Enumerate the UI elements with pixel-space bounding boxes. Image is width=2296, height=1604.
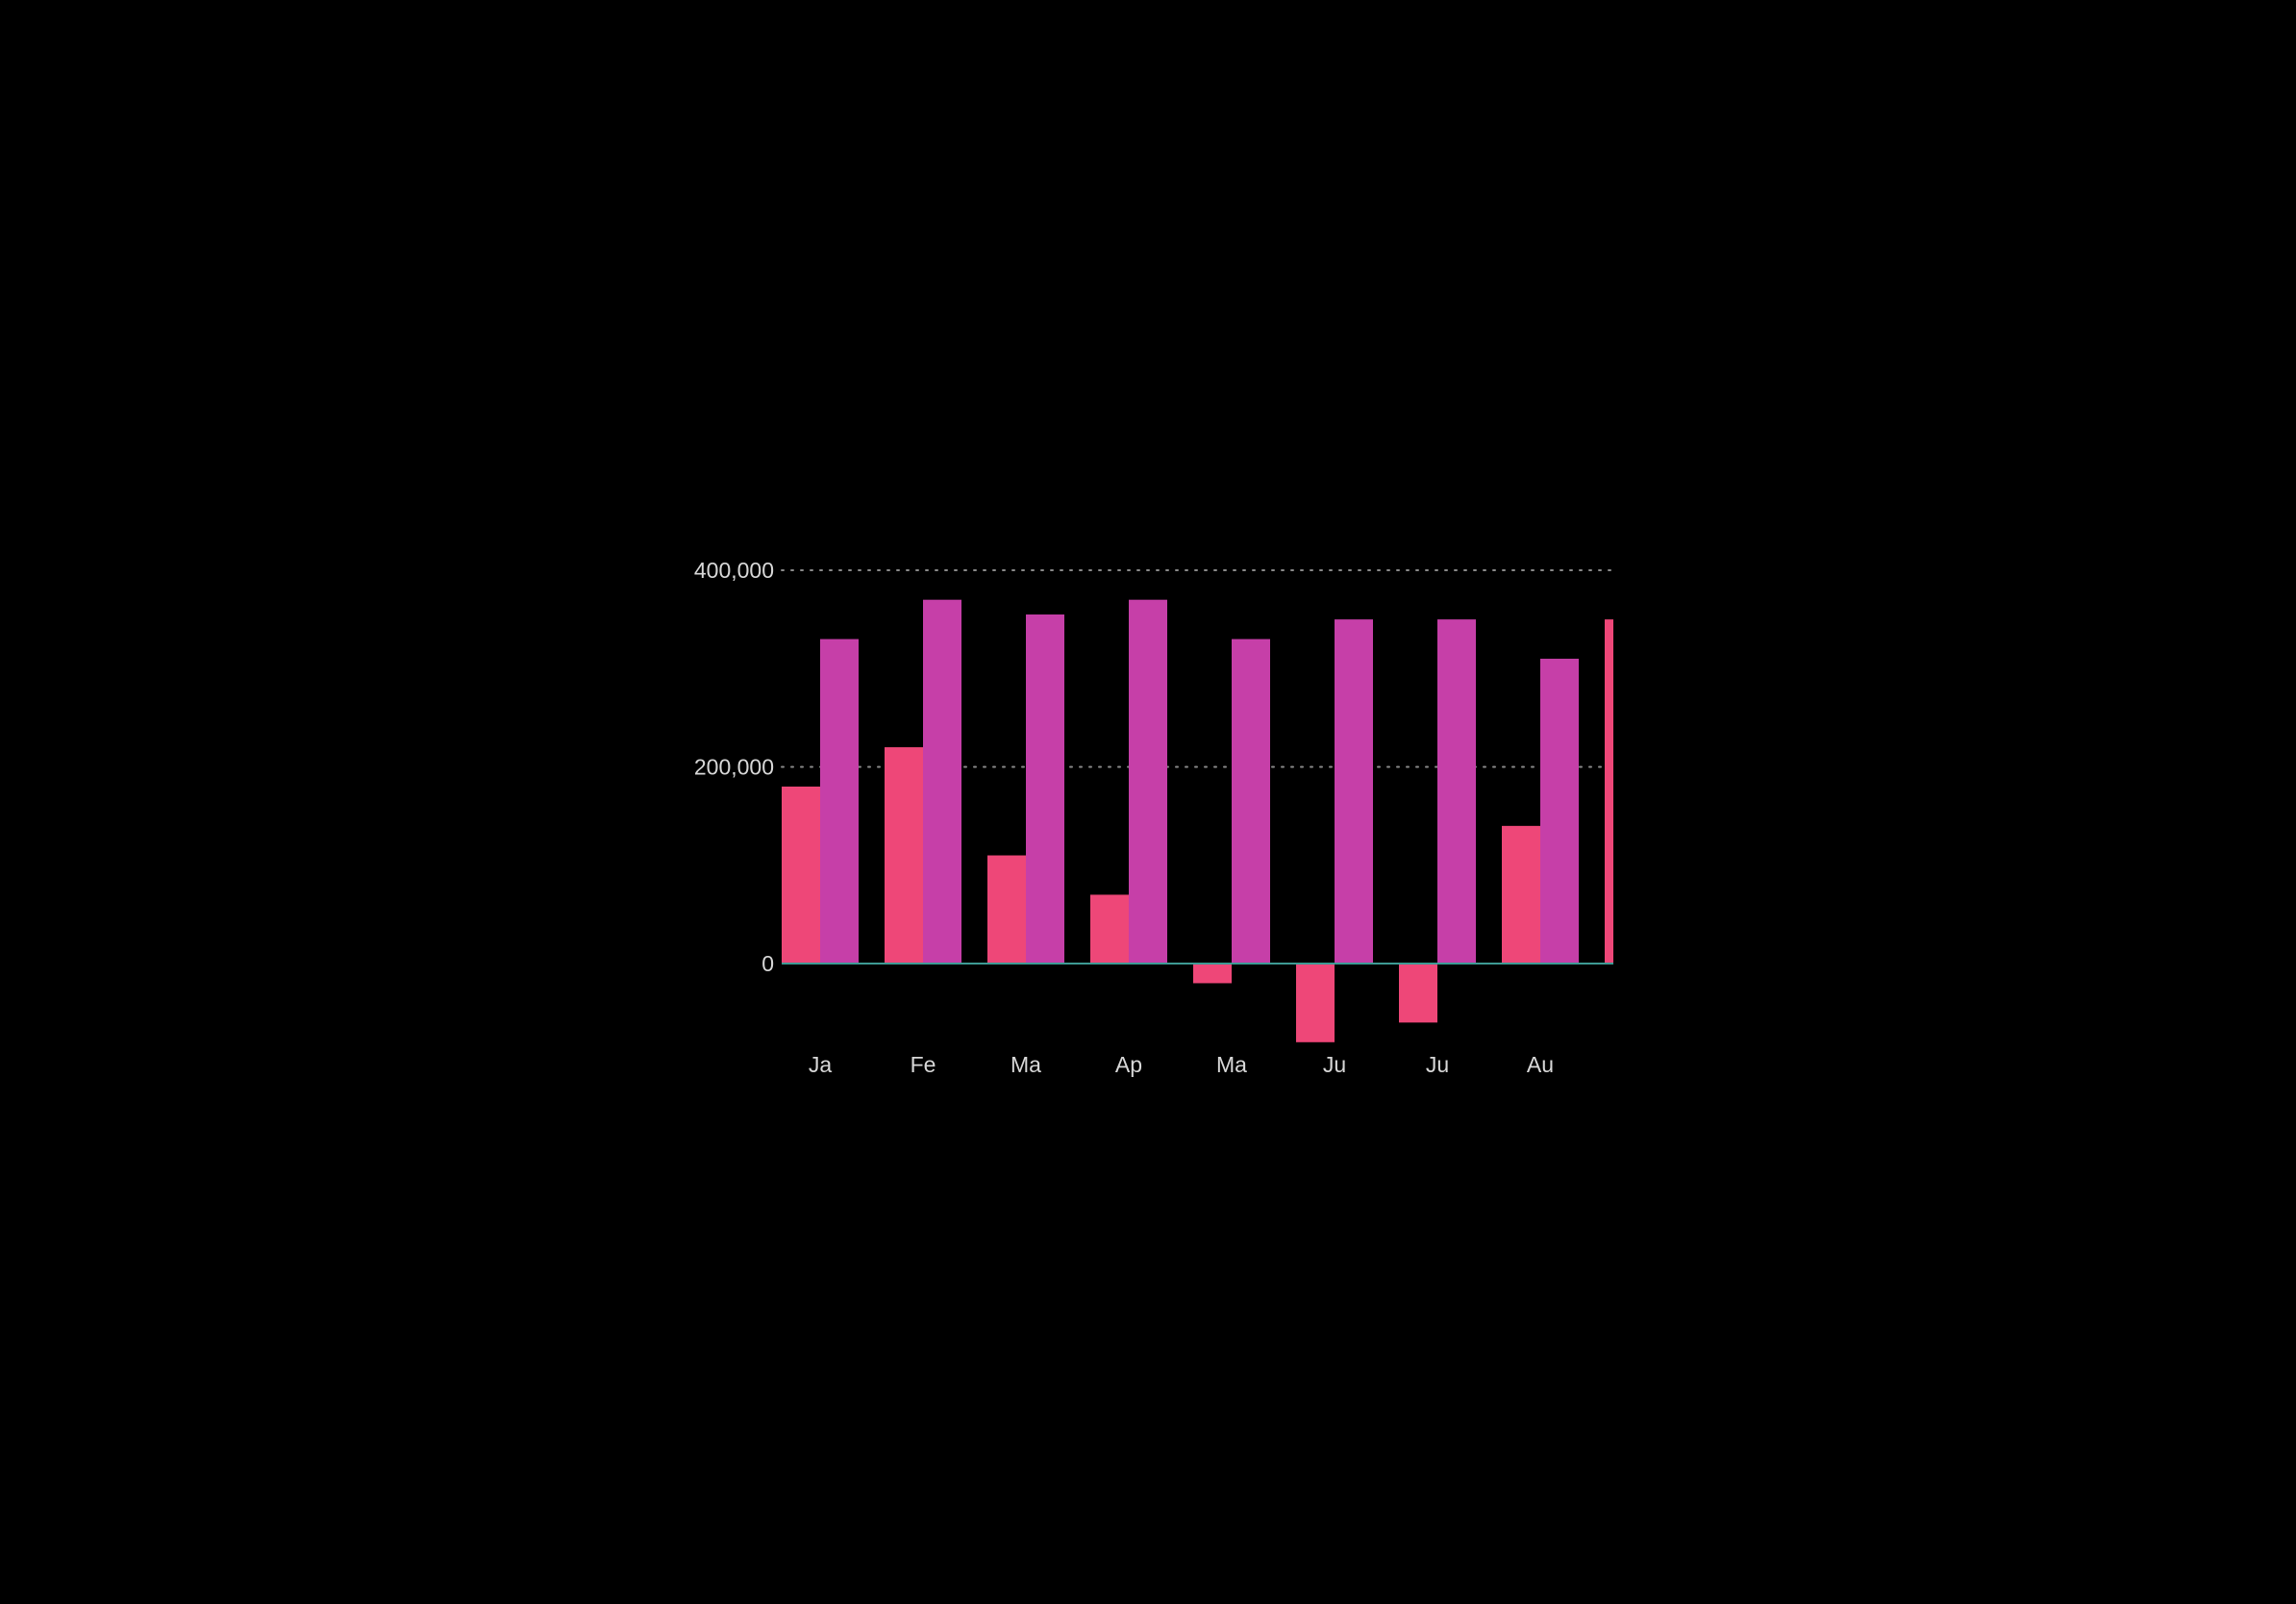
bar-series-2-2 — [1026, 614, 1064, 964]
bar-series-2-0 — [820, 639, 859, 964]
bar-series-2-5 — [1335, 619, 1373, 964]
bar-series-1-2 — [987, 855, 1026, 964]
bars — [782, 599, 1613, 1042]
bar-series-1-0 — [782, 786, 820, 964]
x-tick-label: Au — [1527, 1052, 1554, 1077]
bar-series-1-7 — [1502, 825, 1540, 964]
bar-series-1-3 — [1090, 894, 1129, 964]
bar-series-2-3 — [1129, 599, 1167, 964]
x-tick-label: Fe — [911, 1052, 936, 1077]
bar-series-1-1 — [885, 747, 923, 964]
y-tick-label: 0 — [761, 951, 774, 976]
gridlines — [781, 569, 1614, 768]
bar-series-1-6 — [1399, 964, 1437, 1023]
bar-series-1-8 — [1605, 619, 1613, 964]
bar-series-2-7 — [1540, 659, 1579, 964]
y-tick-label: 400,000 — [694, 558, 774, 583]
x-axis-ticks: Ja Fe Ma Ap Ma Ju Ju Au — [809, 1052, 1554, 1077]
bar-series-1-5 — [1296, 964, 1335, 1042]
bar-series-2-6 — [1437, 619, 1476, 964]
x-tick-label: Ma — [1011, 1052, 1041, 1077]
y-axis-ticks: 400,000 200,000 0 — [694, 558, 774, 976]
x-tick-label: Ma — [1216, 1052, 1247, 1077]
x-tick-label: Ju — [1426, 1052, 1449, 1077]
x-tick-label: Ja — [809, 1052, 833, 1077]
x-tick-label: Ju — [1323, 1052, 1346, 1077]
x-tick-label: Ap — [1115, 1052, 1142, 1077]
bar-series-2-4 — [1232, 639, 1270, 964]
bar-series-1-4 — [1193, 964, 1232, 984]
bar-series-2-1 — [923, 599, 961, 964]
y-tick-label: 200,000 — [694, 755, 774, 780]
